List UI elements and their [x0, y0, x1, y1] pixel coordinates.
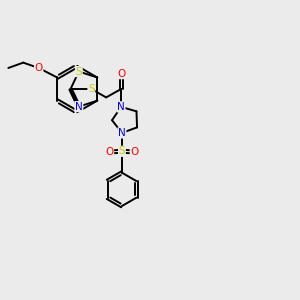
- Text: N: N: [117, 102, 125, 112]
- Text: O: O: [34, 63, 43, 73]
- Text: O: O: [130, 147, 139, 157]
- Text: S: S: [118, 146, 125, 156]
- Text: S: S: [76, 67, 82, 76]
- Text: S: S: [88, 84, 94, 94]
- Text: O: O: [117, 69, 125, 79]
- Text: O: O: [105, 147, 114, 157]
- Text: N: N: [75, 102, 83, 112]
- Text: N: N: [118, 128, 126, 138]
